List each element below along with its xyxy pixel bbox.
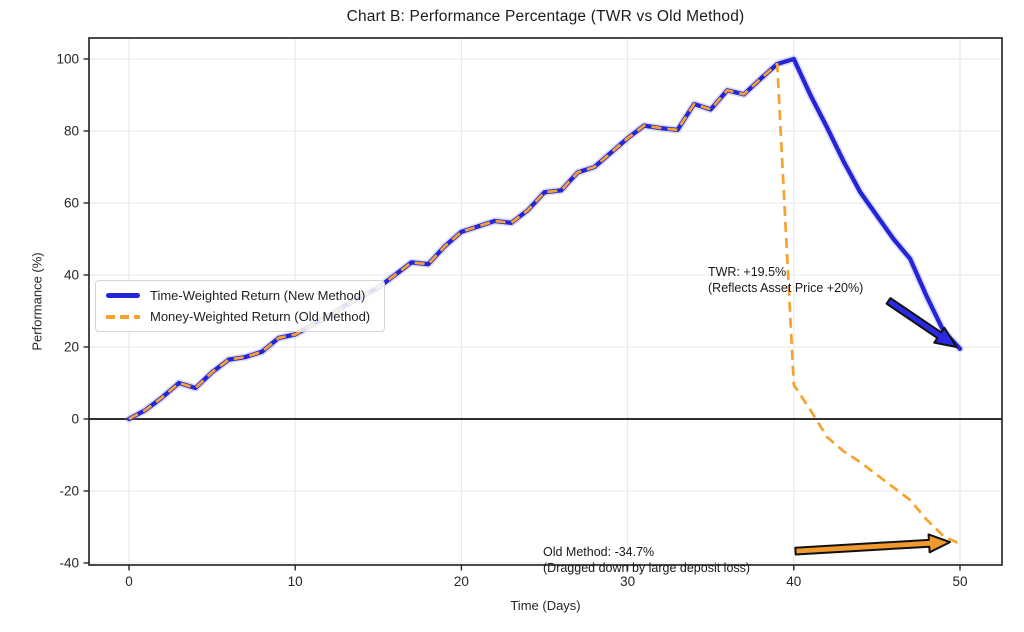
annotation-twr-line1: TWR: +19.5%	[708, 265, 787, 279]
y-tick-label: 100	[56, 52, 79, 67]
x-tick-label: 30	[620, 574, 635, 589]
x-tick-label: 20	[454, 574, 469, 589]
old-method-arrow	[794, 533, 951, 556]
x-tick-label: 0	[125, 574, 133, 589]
y-axis-label: Performance (%)	[29, 252, 45, 351]
legend-item-twr: Time-Weighted Return (New Method)	[106, 288, 370, 303]
legend-label-mwr: Money-Weighted Return (Old Method)	[150, 309, 371, 324]
legend-item-mwr: Money-Weighted Return (Old Method)	[106, 309, 370, 324]
y-tick-label: 40	[64, 268, 79, 283]
plot-border	[88, 37, 1003, 566]
annotation-twr: TWR: +19.5% (Reflects Asset Price +20%)	[708, 264, 863, 297]
twr-line-swatch-icon	[106, 293, 140, 298]
x-tick-label: 40	[786, 574, 801, 589]
y-tick-label: 80	[64, 124, 79, 139]
y-tick-label: -40	[59, 556, 79, 571]
x-tick-label: 10	[288, 574, 303, 589]
x-tick-labels: 0 10 20 30 40 50	[125, 574, 967, 589]
y-tick-labels: -40 -20 0 20 40 60 80 100	[56, 52, 79, 571]
twr-line	[126, 56, 963, 422]
twr-arrow	[885, 297, 958, 348]
annotation-old-line2: (Dragged down by large deposit loss)	[543, 561, 751, 576]
mwr-line-swatch-icon	[106, 314, 140, 319]
axis-ticks	[83, 58, 961, 571]
y-tick-label: 0	[71, 412, 79, 427]
x-axis-label: Time (Days)	[510, 598, 581, 613]
y-tick-label: 20	[64, 340, 79, 355]
y-tick-label: -20	[59, 484, 79, 499]
x-tick-label: 50	[952, 574, 967, 589]
mwr-line	[128, 62, 961, 546]
twr-line-halo	[125, 55, 964, 423]
legend-label-twr: Time-Weighted Return (New Method)	[150, 288, 366, 303]
annotation-old-method: Old Method: -34.7% (Dragged down by larg…	[543, 544, 750, 577]
y-tick-label: 60	[64, 196, 79, 211]
legend: Time-Weighted Return (New Method) Money-…	[95, 280, 386, 332]
annotation-twr-line2: (Reflects Asset Price +20%)	[708, 281, 864, 296]
annotation-old-line1: Old Method: -34.7%	[543, 545, 655, 559]
chart-title: Chart B: Performance Percentage (TWR vs …	[346, 8, 745, 25]
